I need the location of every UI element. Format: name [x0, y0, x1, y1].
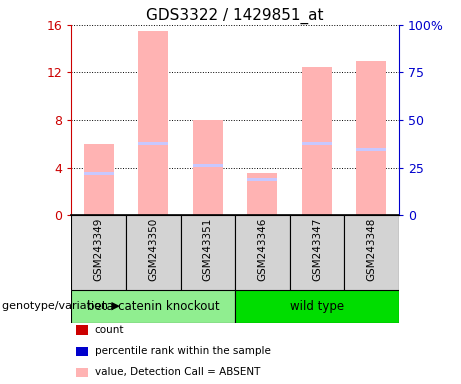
Text: GSM243346: GSM243346 [257, 217, 267, 281]
Text: beta-catenin knockout: beta-catenin knockout [87, 300, 219, 313]
Text: GSM243347: GSM243347 [312, 217, 322, 281]
Bar [138, 142, 168, 145]
Bar [181, 215, 235, 290]
Text: GSM243349: GSM243349 [94, 217, 104, 281]
Bar [302, 66, 332, 215]
Text: GSM243351: GSM243351 [203, 217, 213, 281]
Bar [126, 215, 181, 290]
Bar [248, 178, 278, 181]
Text: wild type: wild type [290, 300, 344, 313]
Bar [344, 215, 399, 290]
Bar [356, 61, 386, 215]
Bar [138, 31, 168, 215]
Title: GDS3322 / 1429851_at: GDS3322 / 1429851_at [146, 7, 324, 23]
Bar [235, 290, 399, 323]
Bar [193, 164, 223, 167]
Text: GSM243350: GSM243350 [148, 217, 158, 281]
Bar [84, 144, 114, 215]
Bar [248, 174, 278, 215]
Bar [235, 215, 290, 290]
Text: genotype/variation ▶: genotype/variation ▶ [2, 301, 120, 311]
Bar [193, 120, 223, 215]
Bar [71, 290, 235, 323]
Text: value, Detection Call = ABSENT: value, Detection Call = ABSENT [95, 367, 260, 377]
Text: percentile rank within the sample: percentile rank within the sample [95, 346, 271, 356]
Text: count: count [95, 325, 124, 335]
Bar [356, 148, 386, 151]
Bar [71, 215, 126, 290]
Text: GSM243348: GSM243348 [366, 217, 377, 281]
Bar [290, 215, 344, 290]
Bar [302, 142, 332, 145]
Bar [84, 172, 114, 175]
